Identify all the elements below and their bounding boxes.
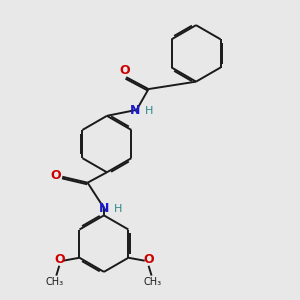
Text: O: O	[50, 169, 61, 182]
Text: O: O	[119, 64, 130, 77]
Text: O: O	[143, 253, 154, 266]
Text: CH₃: CH₃	[46, 277, 64, 286]
Text: O: O	[54, 253, 64, 266]
Text: H: H	[145, 106, 153, 116]
Text: N: N	[99, 202, 109, 215]
Text: H: H	[114, 204, 122, 214]
Text: CH₃: CH₃	[144, 277, 162, 286]
Text: N: N	[130, 104, 140, 117]
